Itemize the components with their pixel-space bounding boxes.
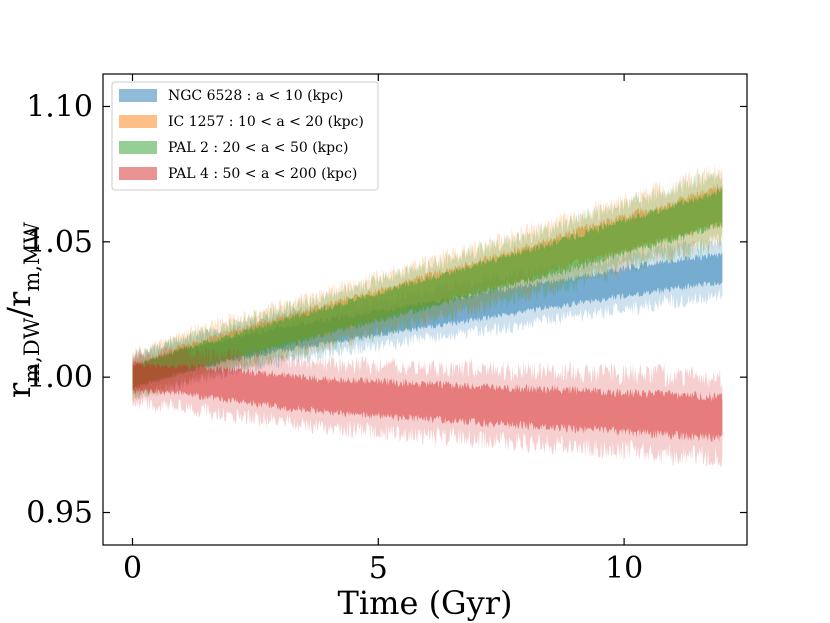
series-band-core-0 <box>132 252 723 389</box>
x-tick-label-2: 10 <box>605 551 643 586</box>
legend-label-3: PAL 4 : 50 < a < 200 (kpc) <box>168 166 357 182</box>
x-tick-label-1: 5 <box>369 551 388 586</box>
y-label-den-sub: m,MW <box>20 222 44 292</box>
legend-swatch-0 <box>119 89 157 102</box>
legend-label-1: IC 1257 : 10 < a < 20 (kpc) <box>168 114 364 130</box>
series-band-0 <box>132 236 723 400</box>
series-band-2 <box>132 170 723 403</box>
series-band-core-3 <box>132 361 723 442</box>
y-tick-label-0: 0.95 <box>26 496 93 531</box>
legend-label-2: PAL 2 : 20 < a < 50 (kpc) <box>168 140 348 156</box>
legend-box <box>111 81 379 191</box>
y-tick-label-1: 1.00 <box>26 360 93 395</box>
y-tick-label-2: 1.05 <box>26 225 93 260</box>
legend-swatch-1 <box>119 115 157 128</box>
legend-label-0: NGC 6528 : a < 10 (kpc) <box>168 88 343 104</box>
legend-swatch-2 <box>119 141 157 154</box>
y-label-sep: /r <box>0 291 38 318</box>
y-label-base: r <box>0 382 38 398</box>
y-tick-label-3: 1.10 <box>26 89 93 124</box>
x-axis-label: Time (Gyr) <box>338 584 513 622</box>
x-tick-label-0: 0 <box>123 551 142 586</box>
plot-frame <box>102 73 748 546</box>
y-axis-label: rm,DW/rm,MW <box>0 222 44 398</box>
series-layer <box>132 163 723 468</box>
legend-entries: NGC 6528 : a < 10 (kpc) IC 1257 : 10 < a … <box>119 88 364 182</box>
legend-swatch-3 <box>119 167 157 180</box>
ticks-layer: 0 5 10 0.95 1.00 1.05 1.10 <box>26 74 747 586</box>
series-band-core-2 <box>132 185 723 390</box>
y-label-num-sub: m,DW <box>20 317 44 382</box>
legend: NGC 6528 : a < 10 (kpc) IC 1257 : 10 < a … <box>111 81 379 191</box>
series-band-3 <box>132 344 723 468</box>
